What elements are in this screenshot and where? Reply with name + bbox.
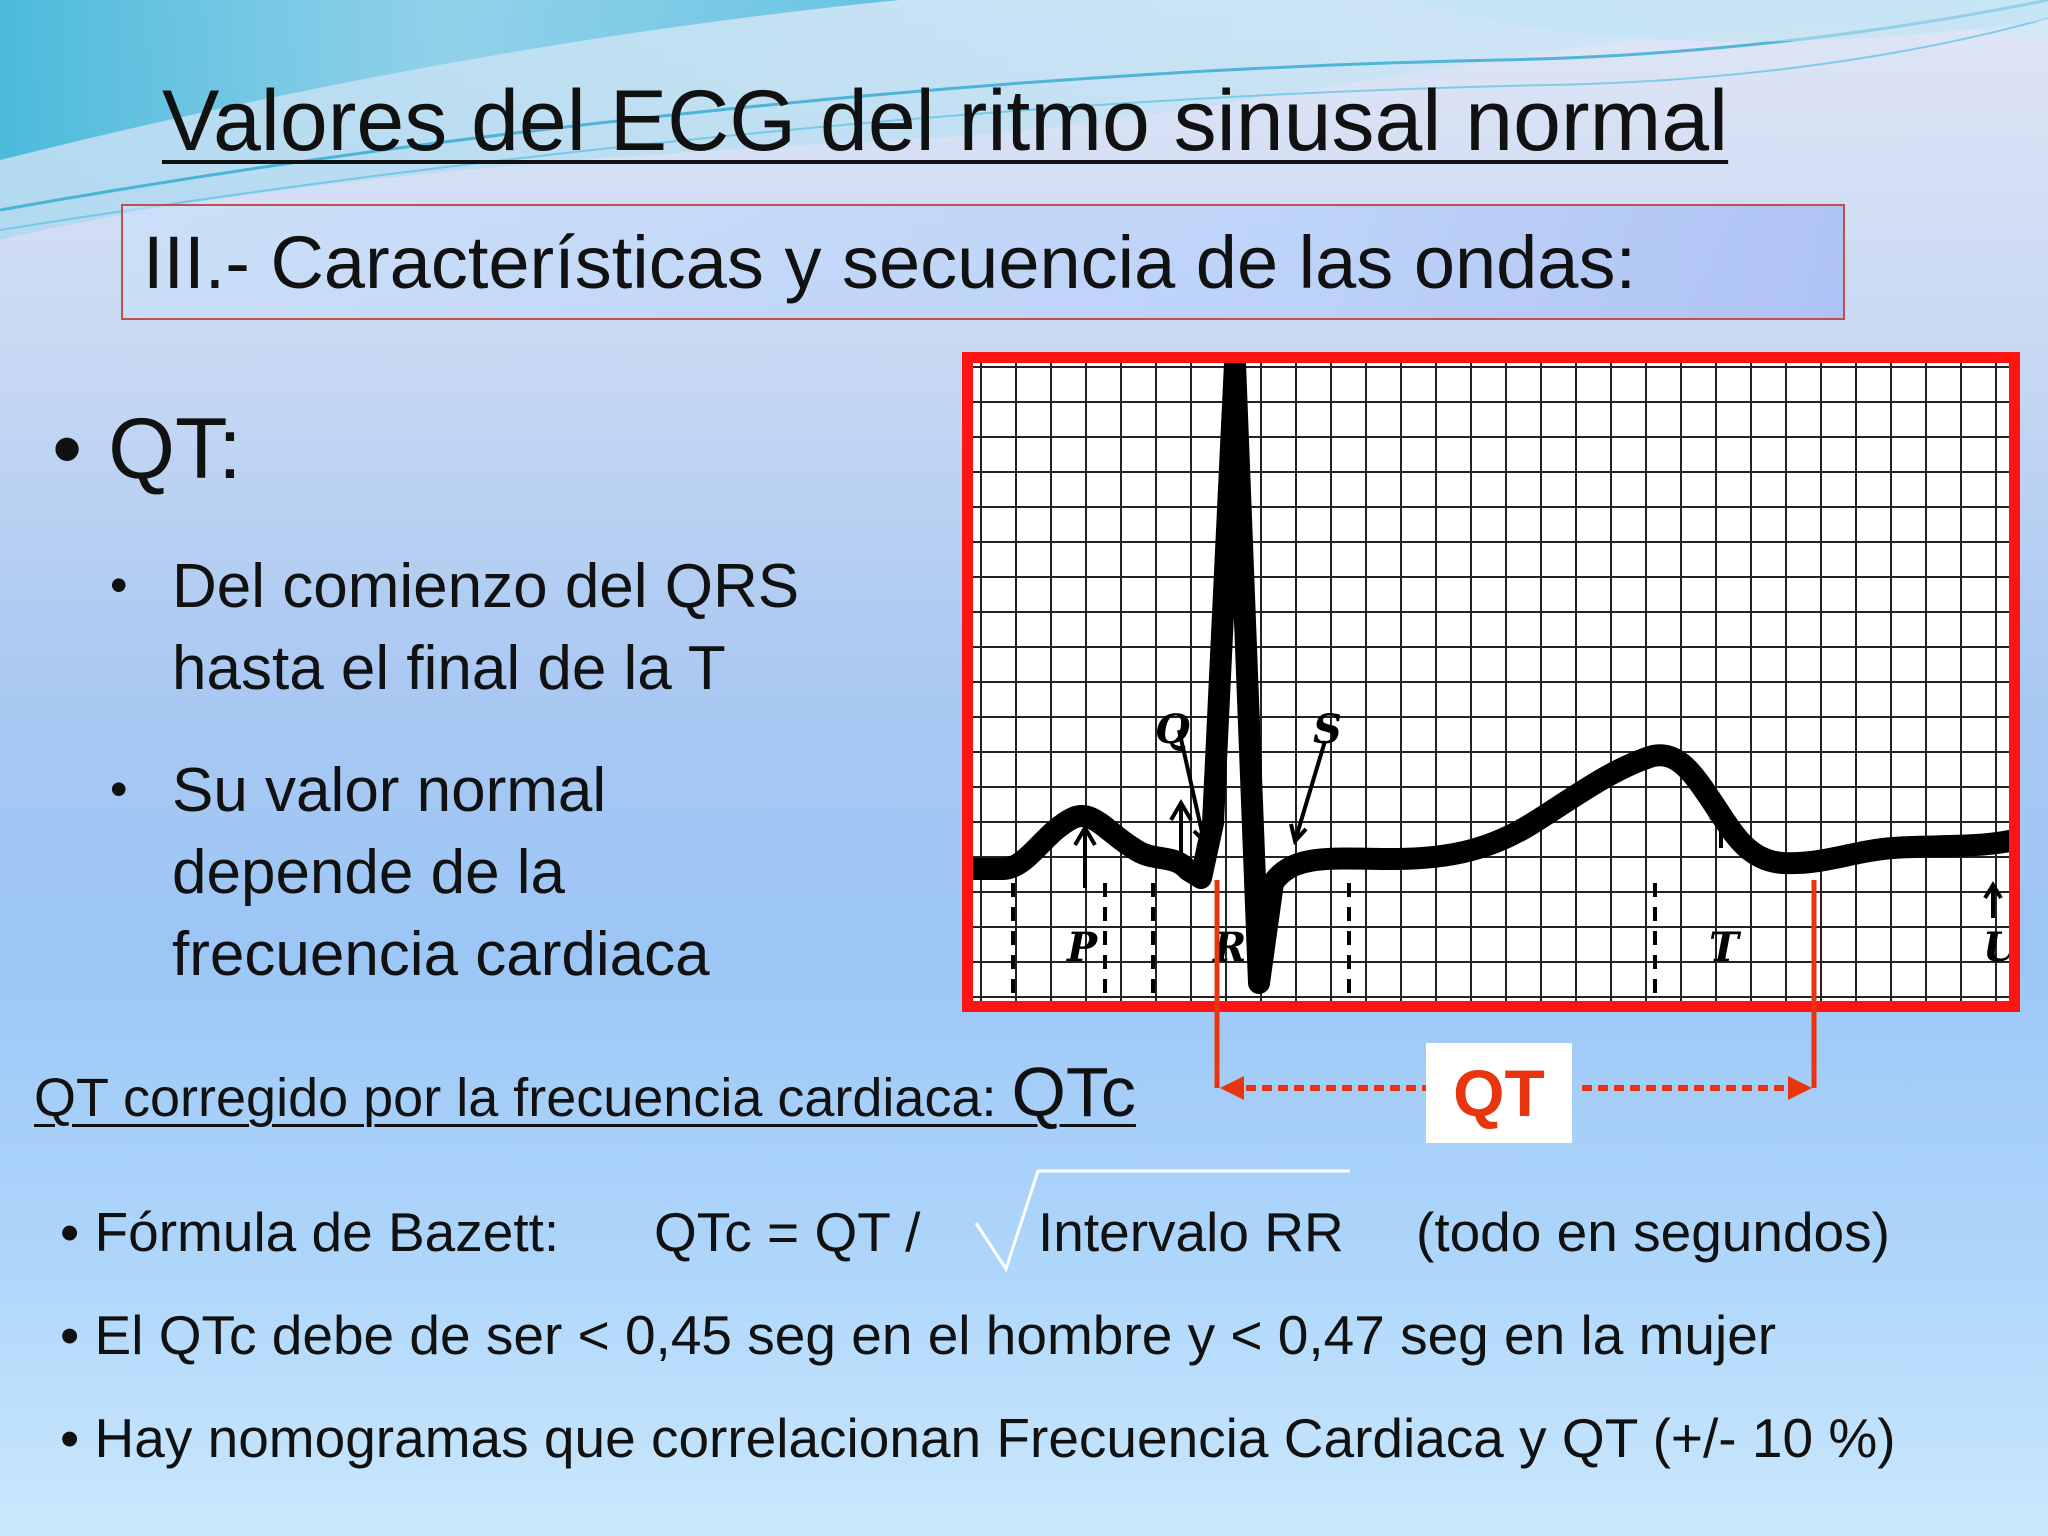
bullet: • <box>110 761 128 817</box>
sub-bullet-1-line-1: Del comienzo del QRS <box>172 552 800 621</box>
arrowhead-left <box>1220 1076 1244 1100</box>
qtc-limits-row: • El QTc debe de ser < 0,45 seg en el ho… <box>60 1303 1776 1367</box>
sub-bullet-2: • Su valor normal depende de la frecuenc… <box>110 750 910 996</box>
bazett-radicand: Intervalo RR <box>1038 1201 1344 1263</box>
qtc-heading-abbr: QTc <box>1011 1053 1136 1131</box>
arrowhead-right <box>1788 1076 1812 1100</box>
qtc-heading: QT corregido por la frecuencia cardiaca:… <box>34 1052 1136 1132</box>
sub-bullet-1: • Del comienzo del QRS hasta el final de… <box>110 546 910 710</box>
qt-interval-arrows <box>1214 880 1817 1100</box>
bazett-label: Fórmula de Bazett: <box>94 1201 560 1263</box>
subtitle-box: III.- Características y secuencia de las… <box>121 204 1845 320</box>
qt-interval-label: QT <box>1426 1043 1572 1143</box>
bullet: • <box>60 1201 80 1263</box>
sub-bullet-1-line-2: hasta el final de la T <box>172 634 726 703</box>
ecg-diagram: P Q R S T U <box>962 352 2020 1012</box>
ecg-svg: P Q R S T U <box>973 363 2009 1001</box>
bullet: • <box>60 1304 80 1366</box>
wave-label-t: T <box>1709 924 1742 971</box>
bullet: • <box>60 1407 80 1469</box>
wave-label-u: U <box>1983 924 2009 971</box>
bazett-expression: QTc = QT / <box>654 1201 921 1263</box>
square-root-symbol <box>974 1169 1350 1273</box>
ecg-arrows <box>1073 729 2003 918</box>
qt-heading-text: QT: <box>108 401 242 497</box>
wave-label-q: Q <box>1155 706 1190 753</box>
bullet: • <box>52 401 83 497</box>
bazett-note: (todo en segundos) <box>1416 1201 1890 1263</box>
qt-heading: • QT: <box>52 400 242 499</box>
slide-title: Valores del ECG del ritmo sinusal normal <box>162 73 1729 169</box>
subtitle: III.- Características y secuencia de las… <box>143 221 1637 304</box>
ecg-grid <box>973 363 2009 1001</box>
sub-bullet-2-line-1: Su valor normal <box>172 756 607 825</box>
wave-label-p: P <box>1066 924 1099 971</box>
bazett-row: • Fórmula de Bazett: <box>60 1200 559 1264</box>
nomograms-text: Hay nomogramas que correlacionan Frecuen… <box>94 1407 1896 1469</box>
sub-bullet-2-line-3: frecuencia cardiaca <box>172 920 710 989</box>
qtc-limits-text: El QTc debe de ser < 0,45 seg en el homb… <box>94 1304 1777 1366</box>
sub-bullet-2-line-2: depende de la <box>172 838 566 907</box>
ecg-trace <box>973 363 2009 994</box>
qtc-heading-text: QT corregido por la frecuencia cardiaca: <box>34 1068 1012 1128</box>
bullet: • <box>110 557 128 613</box>
nomograms-row: • Hay nomogramas que correlacionan Frecu… <box>60 1406 1896 1470</box>
qt-sub-bullets: • Del comienzo del QRS hasta el final de… <box>110 546 910 1036</box>
decorative-waves <box>0 0 2048 240</box>
wave-label-s: S <box>1313 706 1342 753</box>
ecg-dashed-markers <box>1011 883 1657 1001</box>
